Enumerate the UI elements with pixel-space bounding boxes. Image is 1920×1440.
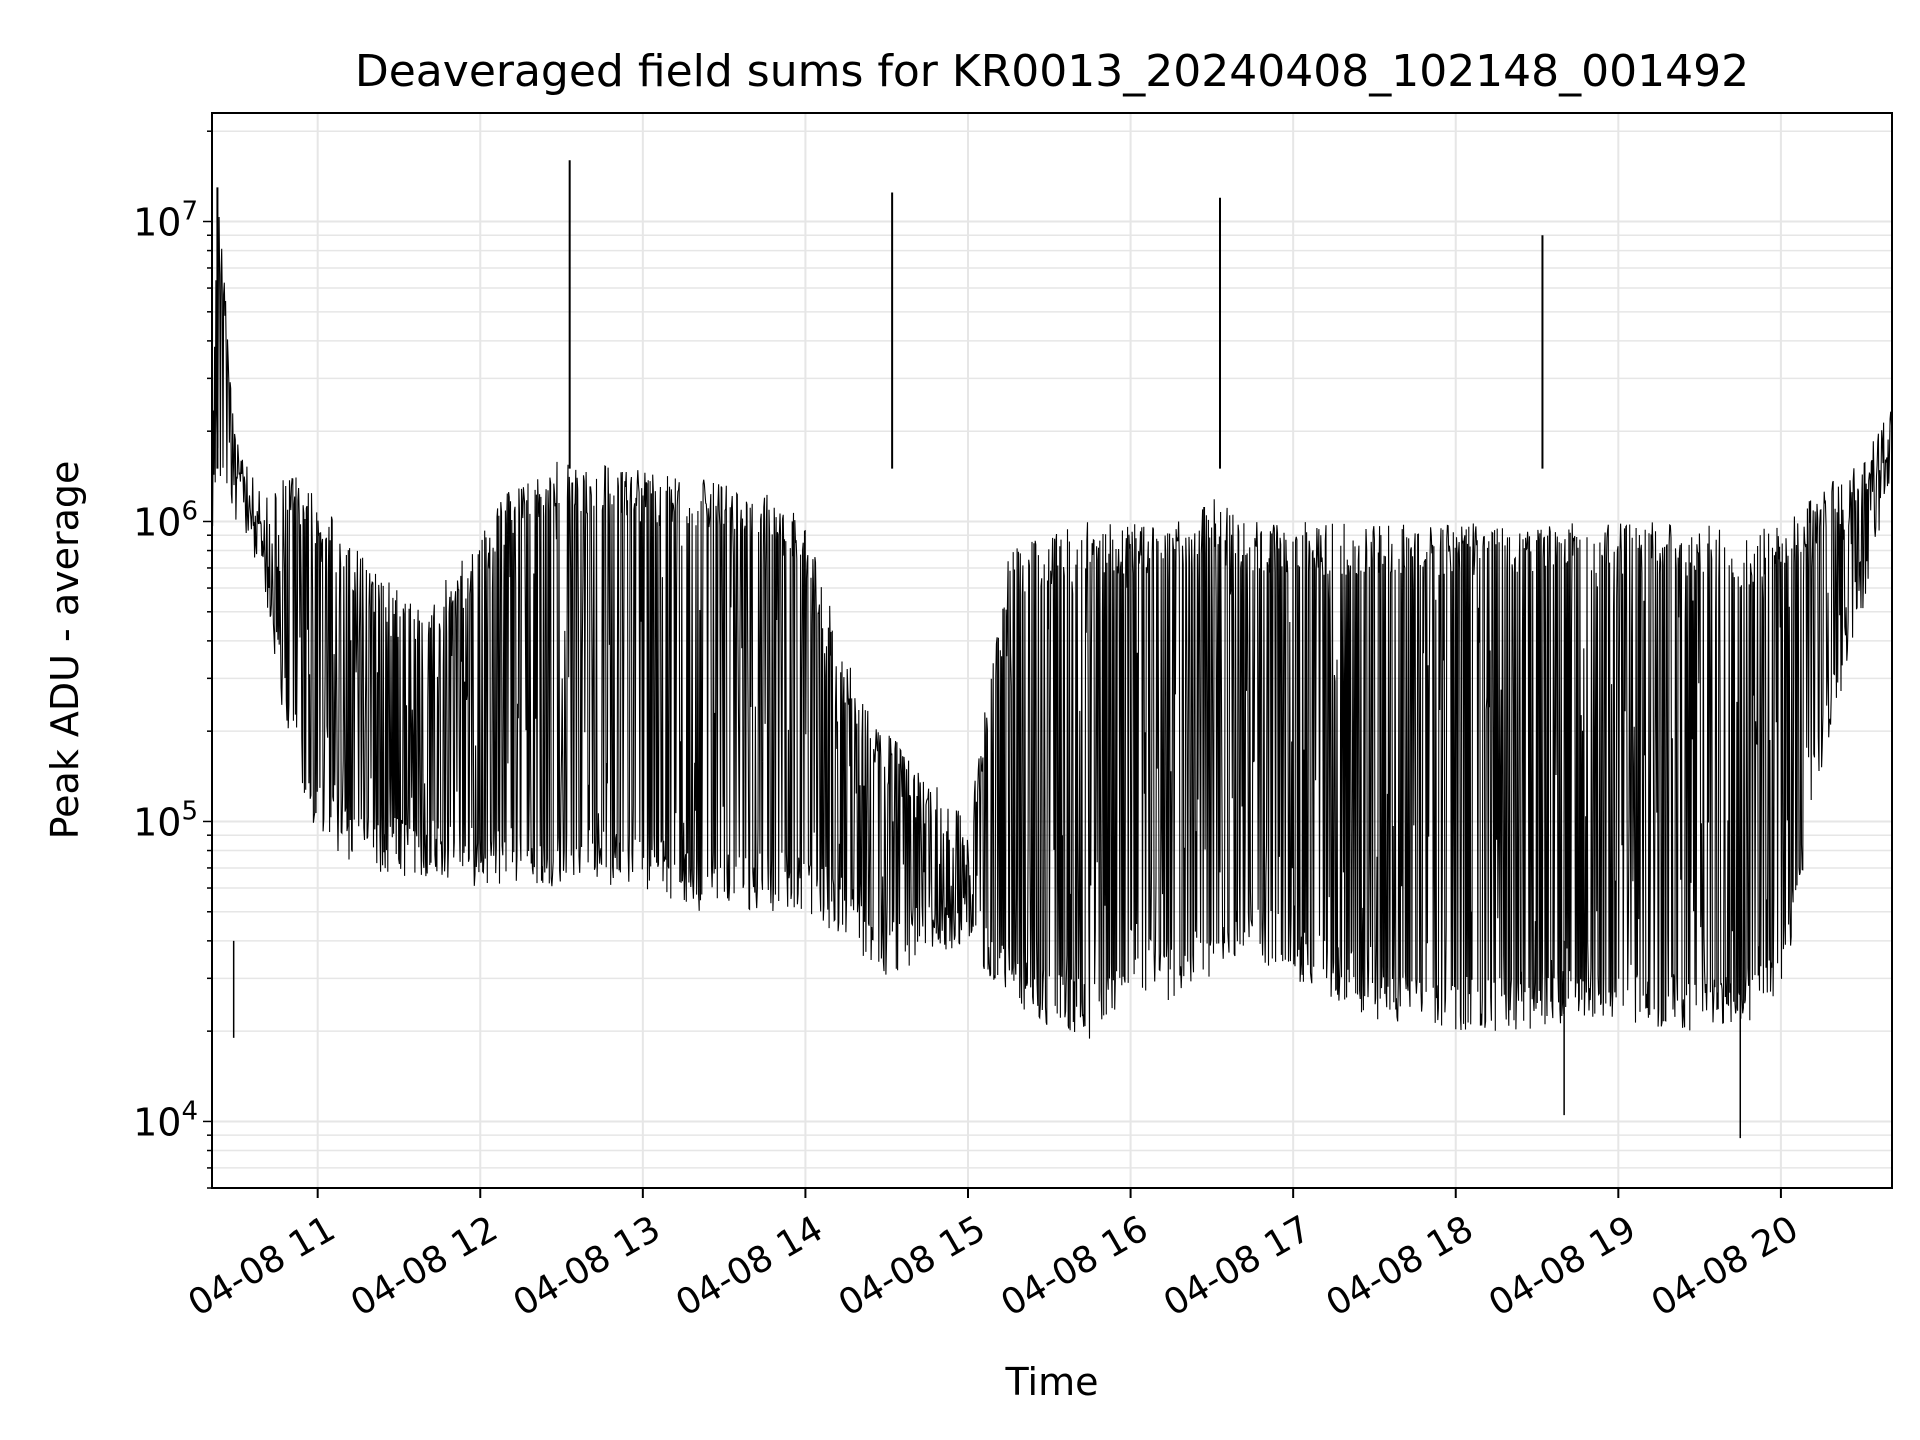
y-tick-label: 107 xyxy=(133,197,198,245)
y-tick-label: 105 xyxy=(133,796,198,844)
data-series xyxy=(211,160,1893,1139)
chart-title: Deaveraged field sums for KR0013_2024040… xyxy=(355,46,1749,97)
y-tick-label: 106 xyxy=(133,496,198,544)
series-line xyxy=(211,216,1893,1039)
plot-frame xyxy=(211,112,1893,1189)
y-tick-label: 104 xyxy=(133,1096,198,1144)
y-axis-label: Peak ADU - average xyxy=(43,461,87,840)
x-axis-label: Time xyxy=(1005,1360,1099,1404)
